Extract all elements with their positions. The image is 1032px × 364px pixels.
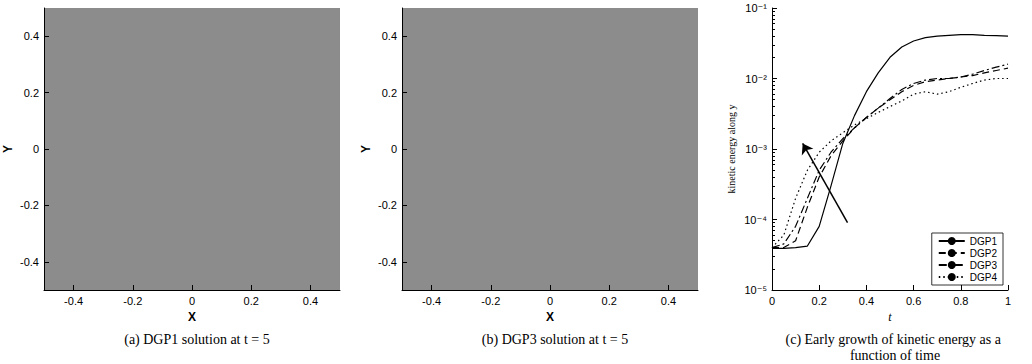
svg-text:10⁻¹: 10⁻¹ [745,2,767,14]
svg-text:0.2: 0.2 [382,87,397,99]
svg-text:0: 0 [547,295,553,307]
svg-text:0.4: 0.4 [382,30,397,42]
svg-text:0: 0 [769,295,775,307]
svg-text:0.2: 0.2 [244,295,259,307]
svg-text:X: X [546,310,554,324]
svg-text:(c) Early growth of kinetic en: (c) Early growth of kinetic energy as a [786,332,1005,348]
svg-text:-0.2: -0.2 [123,295,142,307]
svg-text:kinetic energy along y: kinetic energy along y [726,105,737,194]
svg-text:10⁻⁴: 10⁻⁴ [744,214,767,226]
svg-text:0.2: 0.2 [602,295,617,307]
svg-text:Y: Y [1,145,15,153]
svg-text:0: 0 [391,143,397,155]
svg-text:0.2: 0.2 [24,87,39,99]
svg-text:0: 0 [189,295,195,307]
svg-text:-0.4: -0.4 [64,295,83,307]
svg-text:function of time: function of time [850,348,940,363]
svg-text:t: t [888,310,892,324]
svg-text:(a) DGP1 solution at t = 5: (a) DGP1 solution at t = 5 [124,332,270,348]
svg-text:0.4: 0.4 [24,30,39,42]
svg-text:DGP3: DGP3 [970,260,998,271]
svg-text:0.8: 0.8 [953,295,968,307]
svg-text:0.4: 0.4 [303,295,318,307]
svg-text:0: 0 [33,143,39,155]
svg-text:-0.4: -0.4 [20,256,39,268]
svg-text:DGP1: DGP1 [970,236,998,247]
svg-text:Y: Y [359,145,373,153]
svg-text:(b) DGP3 solution at t = 5: (b) DGP3 solution at t = 5 [482,332,628,348]
svg-text:X: X [188,310,196,324]
svg-text:10⁻⁵: 10⁻⁵ [744,284,767,296]
svg-text:0.4: 0.4 [859,295,874,307]
svg-text:-0.2: -0.2 [378,199,397,211]
svg-text:0.4: 0.4 [661,295,676,307]
svg-text:10⁻³: 10⁻³ [745,143,767,155]
svg-text:DGP2: DGP2 [970,248,998,259]
svg-text:-0.2: -0.2 [20,199,39,211]
svg-text:-0.4: -0.4 [378,256,397,268]
svg-text:0.2: 0.2 [812,295,827,307]
svg-text:10⁻²: 10⁻² [745,73,767,85]
svg-text:-0.2: -0.2 [481,295,500,307]
svg-text:DGP4: DGP4 [970,272,998,283]
svg-text:1: 1 [1005,295,1011,307]
svg-text:-0.4: -0.4 [422,295,441,307]
svg-text:0.6: 0.6 [906,295,921,307]
